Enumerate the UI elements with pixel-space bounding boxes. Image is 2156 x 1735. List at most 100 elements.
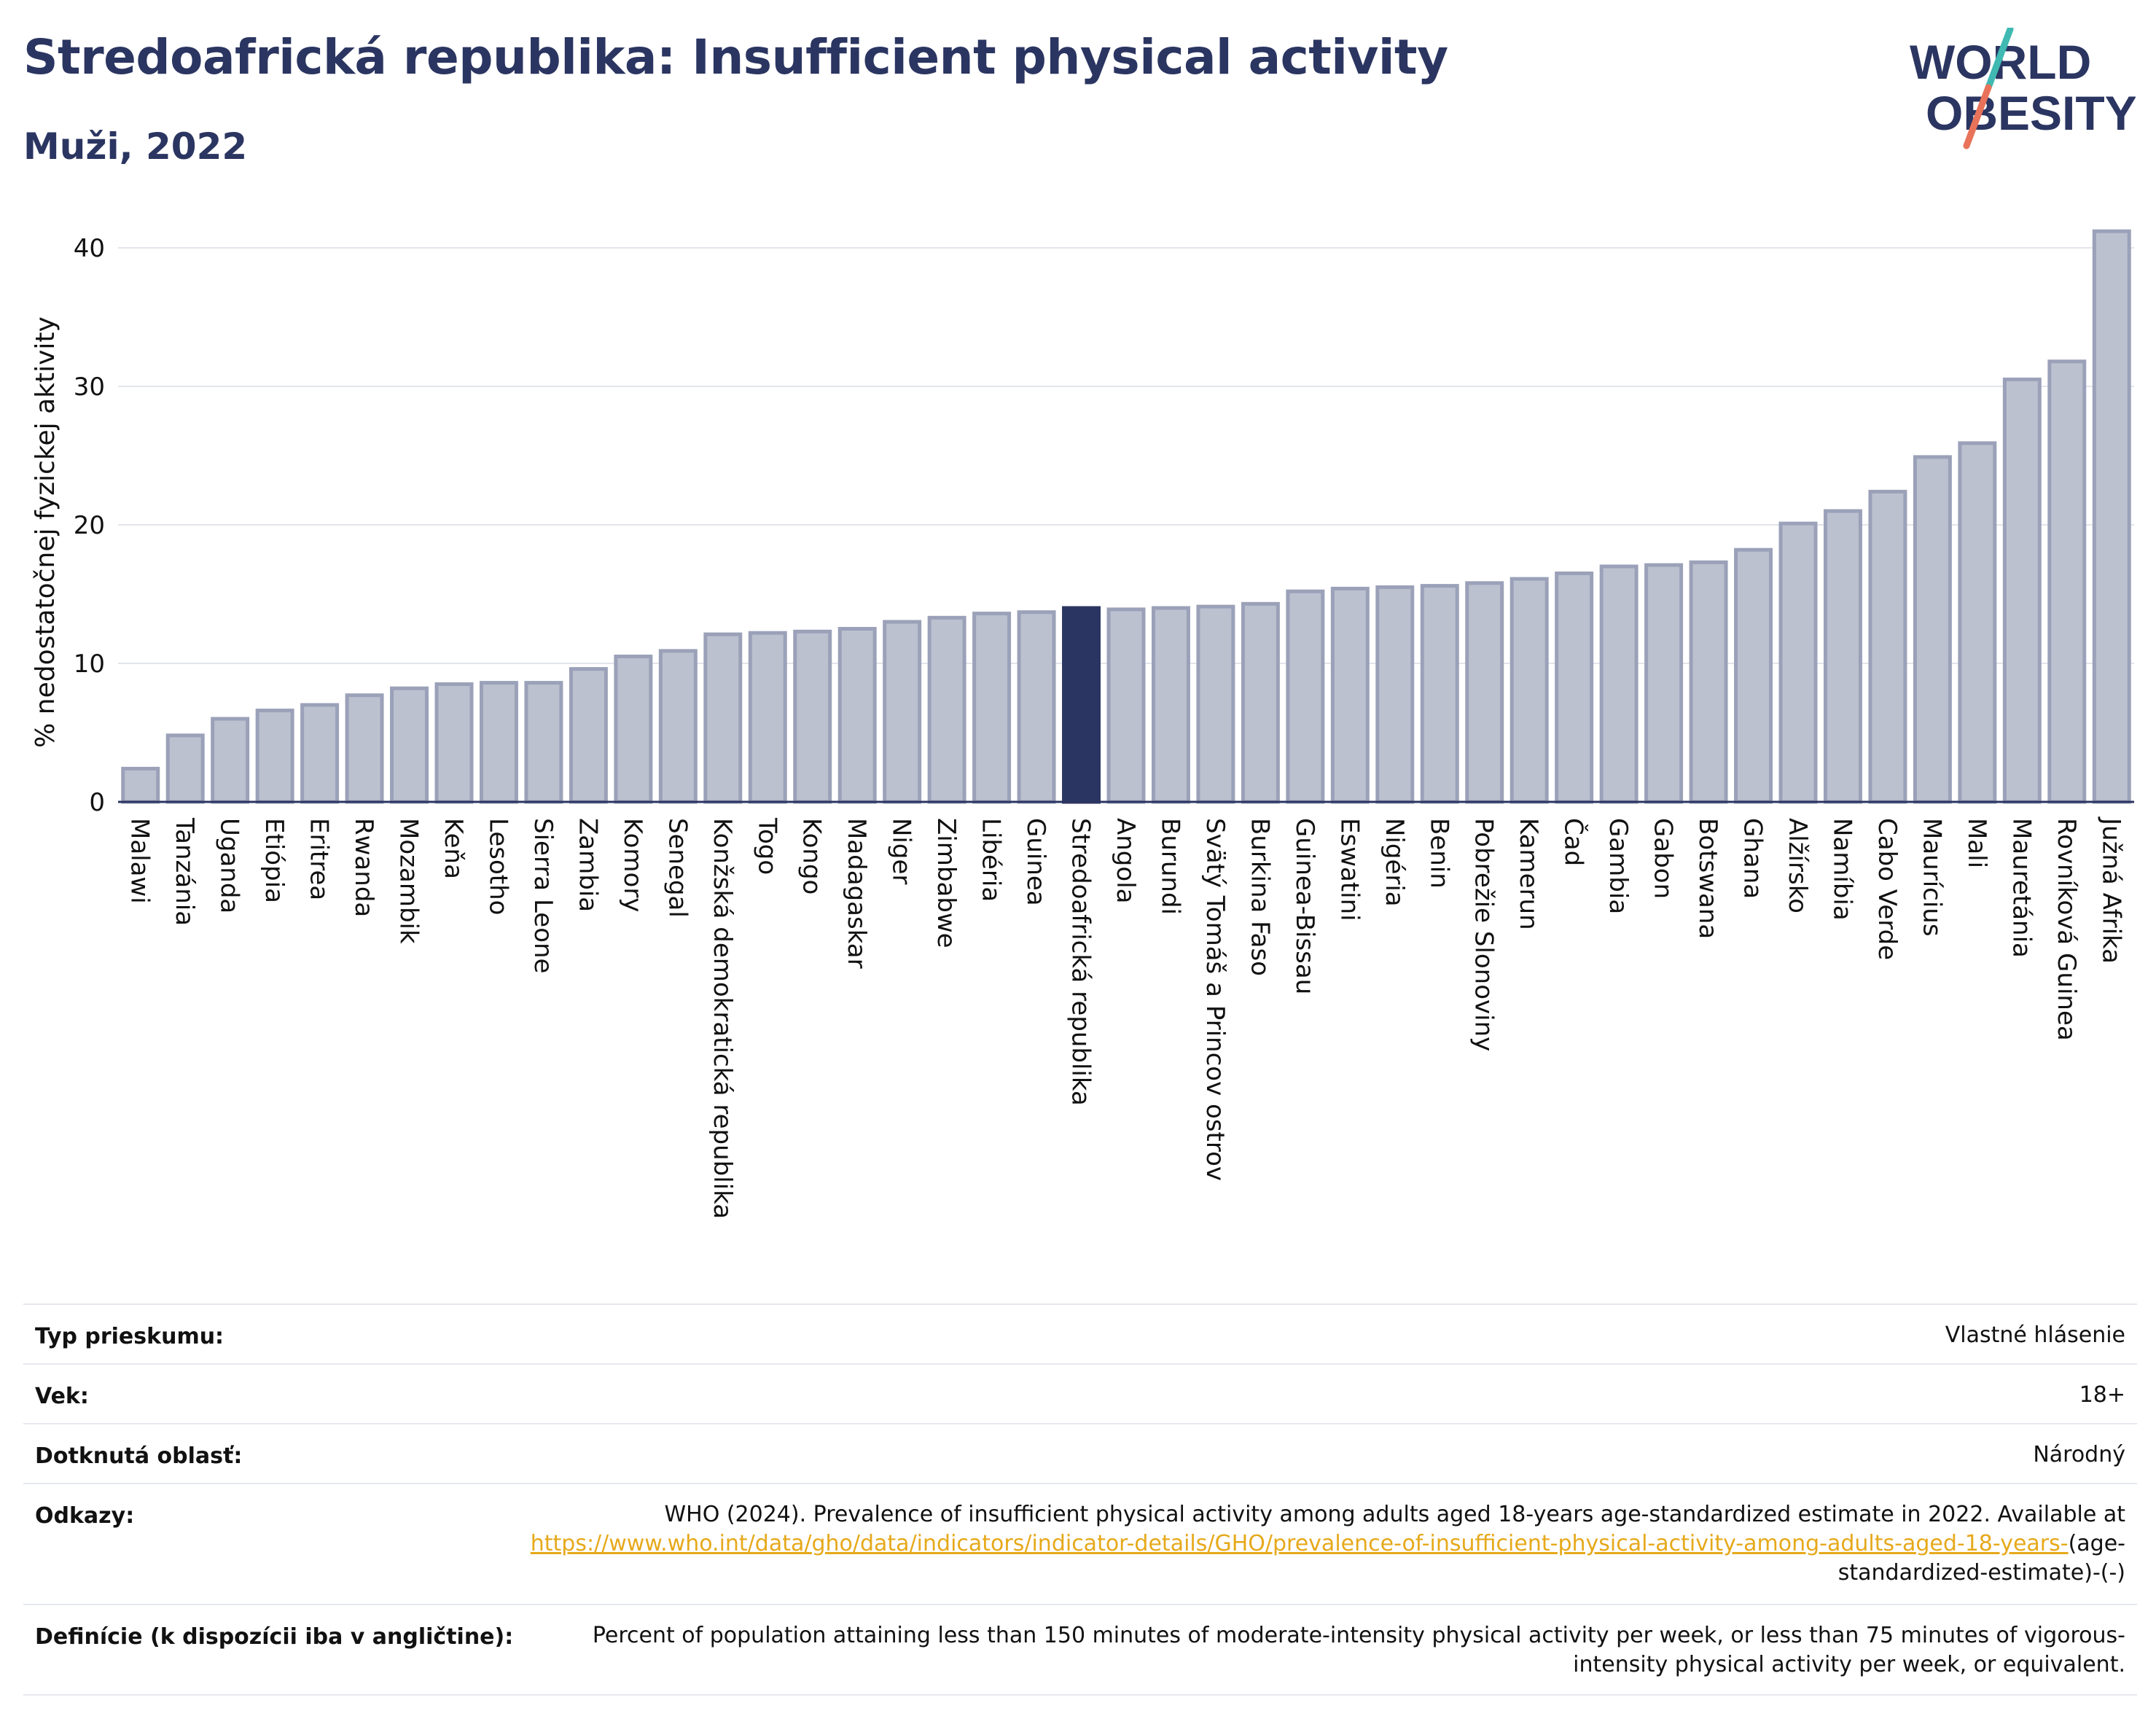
bar [1420,584,1459,804]
x-axis-labels: Malawi Tanzánia Uganda Etiópia Eritrea Rwanda… [125,816,2126,1219]
bar [793,629,832,804]
bar [1958,441,1997,804]
definition-label: Definície (k dispozícii iba v angličtine… [35,1624,514,1650]
y-tick-label: 40 [74,234,105,263]
info-table: Typ prieskumu: Vlastné hlásenie Vek: 18+… [23,1303,2137,1696]
bar [837,627,877,804]
x-tick-label: Nigéria [1380,818,1409,907]
y-tick-label: 20 [74,511,105,540]
references-text: WHO (2024). Prevalence of insufficient p… [664,1502,2125,1527]
bar [1599,564,1639,804]
x-tick-label: Libéria [977,818,1006,902]
x-tick-label: Burkina Faso [1245,818,1274,976]
survey-type-value: Vlastné hlásenie [1945,1322,2125,1348]
x-tick-label: Ghana [1738,818,1768,899]
y-tick-label: 30 [74,373,105,402]
x-tick-label: Gabon [1649,818,1678,899]
x-tick-label: Maurícius [1917,818,1946,937]
bar-chart: 0 10 20 30 40 Malawi Tanzánia Uganda Etiópia Eri… [31,229,2134,1219]
x-tick-label: Niger [887,818,916,884]
x-tick-label: Etiópia [259,818,289,903]
bar [1734,547,1773,804]
bar [1509,577,1549,804]
x-tick-label: Madagaskar [842,818,871,969]
x-tick-label: Rovníková Guinea [2052,818,2081,1041]
x-tick-label: Zambia [573,818,602,912]
info-row-references: Odkazy: WHO (2024). Prevalence of insuff… [23,1483,2137,1604]
x-tick-label: Botswana [1693,818,1722,939]
world-obesity-logo: WORLD OBESITY [1910,28,2136,149]
age-label: Vek: [35,1384,89,1409]
x-tick-label: Burundi [1155,818,1184,915]
bar [748,631,787,804]
x-tick-label: Lesotho [483,818,512,915]
bar [479,681,518,804]
x-tick-label: Mozambik [394,818,423,944]
bar [703,632,743,804]
x-tick-label: Namíbia [1827,818,1856,921]
references-link[interactable]: https://www.who.int/data/gho/data/indica… [530,1531,2069,1556]
logo-slash-coral [1963,84,1992,149]
bar [1465,581,1504,804]
bar [345,693,384,804]
bar [883,620,922,804]
x-tick-label: Južná Afrika [2096,816,2125,964]
info-row-survey-type: Typ prieskumu: Vlastné hlásenie [23,1303,2137,1363]
x-tick-label: Mali [1962,818,1991,868]
bars [118,229,2134,804]
bar [1778,521,1818,804]
x-tick-label: Cabo Verde [1872,818,1902,960]
y-tick-label: 10 [74,650,105,679]
y-axis-ticks: 0 10 20 30 40 [74,234,105,817]
bar [1555,572,1594,804]
references-label: Odkazy: [35,1503,135,1529]
bar [1689,560,1728,804]
x-tick-label: Kongo [797,818,827,894]
x-tick-label: Svätý Tomáš a Princov ostrov [1200,818,1230,1181]
survey-type-label: Typ prieskumu: [35,1324,224,1349]
page-title: Stredoafrická republika: Insufficient ph… [23,29,1448,85]
area-label: Dotknutá oblasť: [35,1443,243,1469]
bar [434,682,474,804]
x-tick-label: Pobrežie Slonoviny [1469,818,1499,1051]
age-value: 18+ [2079,1382,2125,1408]
x-tick-label: Sierra Leone [528,818,558,973]
x-tick-label: Eswatini [1335,818,1364,921]
definition-value: Percent of population attaining less tha… [592,1623,2125,1677]
bar [2047,359,2087,804]
y-axis-label: % nedostatočnej fyzickej aktivity [31,316,60,748]
x-tick-label: Keňa [439,818,468,879]
area-value: Národný [2033,1442,2125,1467]
x-tick-label: Eritrea [305,818,334,900]
bar [1062,606,1101,804]
bar [1286,589,1325,804]
bar [1913,455,1952,804]
bar [121,766,160,804]
y-tick-label: 0 [89,788,105,817]
x-tick-label: Uganda [215,818,244,913]
bar [1644,563,1684,804]
x-tick-label: Gambia [1604,818,1633,914]
bar [1241,601,1280,804]
bar [255,709,294,804]
bar [165,733,205,804]
bar [1151,606,1190,804]
x-tick-label: Benin [1424,818,1453,889]
x-tick-label: Rwanda [349,818,378,917]
bar [972,612,1012,804]
x-tick-label: Malawi [125,818,155,904]
bar [2092,229,2131,804]
x-tick-label: Komory [618,818,647,912]
references-tail: (age-standardized-estimate)-(-) [1837,1531,2125,1586]
info-row-age: Vek: 18+ [23,1363,2137,1423]
bar [1106,607,1146,804]
bar [614,655,653,804]
info-row-area: Dotknutá oblasť: Národný [23,1423,2137,1483]
bar [658,649,698,804]
bar [1375,585,1415,804]
bar [569,667,608,804]
references-value: WHO (2024). Prevalence of insufficient p… [493,1484,2125,1588]
logo-slash-teal [1985,28,2014,91]
bar [927,615,966,804]
x-tick-label: Tanzánia [170,817,199,926]
